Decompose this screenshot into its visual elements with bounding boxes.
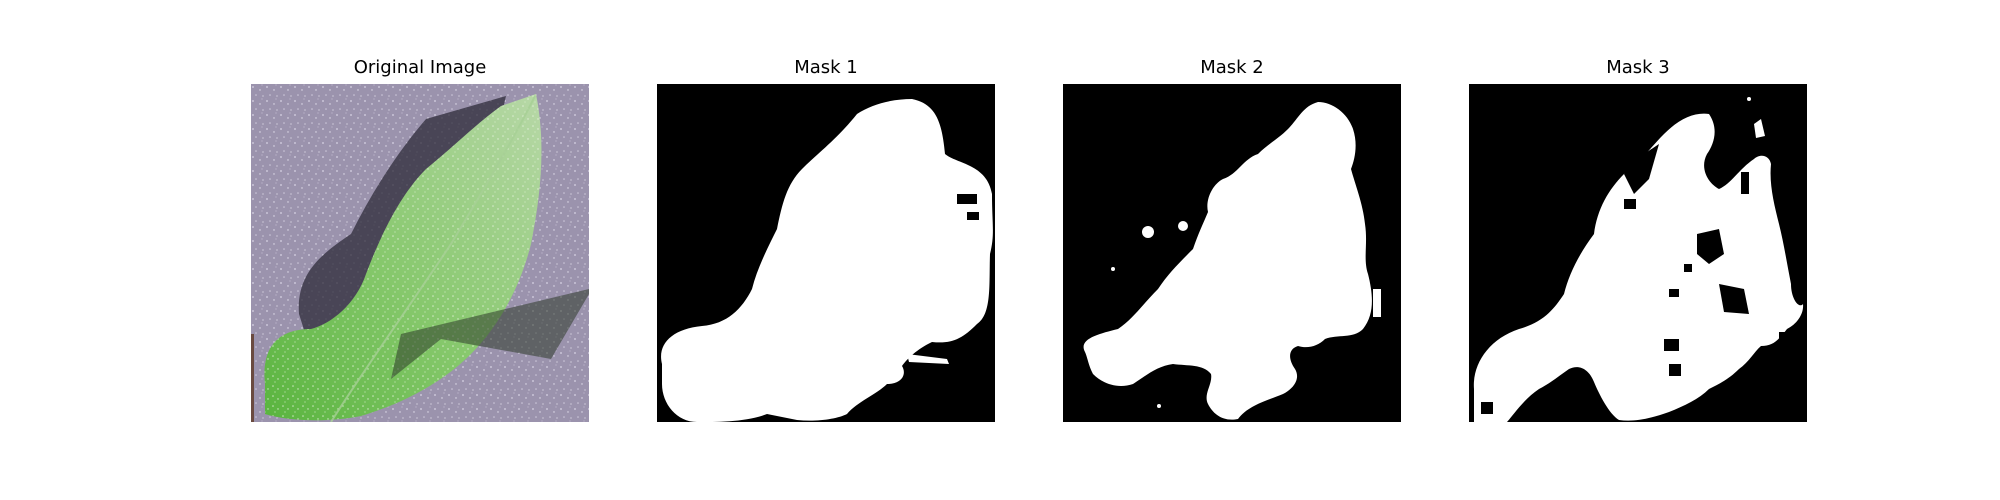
panel-title-mask-2: Mask 2 — [1200, 57, 1264, 78]
panel-title-mask-1: Mask 1 — [794, 57, 858, 78]
mask-2-image — [1063, 84, 1401, 422]
panel-mask-3: Mask 3 — [1469, 0, 1807, 500]
original-leaf-image — [251, 84, 589, 422]
panel-title-mask-3: Mask 3 — [1606, 57, 1670, 78]
panel-mask-2: Mask 2 — [1063, 0, 1401, 500]
mask-3-image — [1469, 84, 1807, 422]
mask-1-image — [657, 84, 995, 422]
panel-mask-1: Mask 1 — [657, 0, 995, 500]
panel-original-image: Original Image — [251, 0, 589, 500]
panel-title-original: Original Image — [353, 57, 487, 78]
